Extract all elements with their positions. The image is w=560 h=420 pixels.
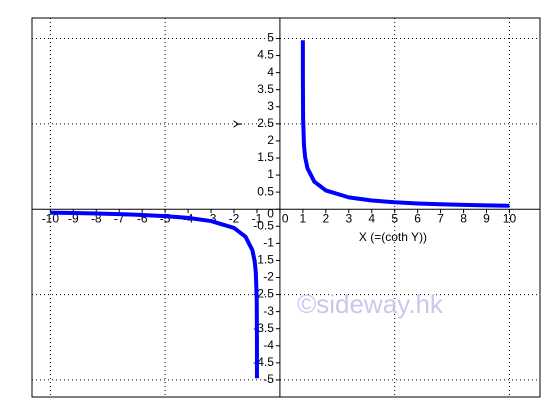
y-tick-label: 2.5 (257, 116, 274, 130)
y-tick-label: -0.5 (253, 218, 274, 232)
x-tick-label: 4 (368, 211, 375, 225)
x-tick-label: -7 (114, 211, 125, 225)
x-tick-label: 9 (483, 211, 490, 225)
x-tick-label: -6 (137, 211, 148, 225)
x-tick-label: 1 (300, 211, 307, 225)
y-tick-label: 1 (267, 167, 274, 181)
y-axis-label: Y (231, 120, 245, 128)
y-tick-label: -1.5 (253, 253, 274, 267)
y-tick-label: 3.5 (257, 82, 274, 96)
x-tick-label: 8 (460, 211, 467, 225)
x-tick-label: 6 (414, 211, 421, 225)
x-tick-label: -9 (68, 211, 79, 225)
x-tick-label: -8 (91, 211, 102, 225)
y-tick-label: -1 (263, 236, 274, 250)
x-tick-label: -3 (206, 211, 217, 225)
y-tick-label: 4 (267, 65, 274, 79)
x-tick-label: 10 (503, 211, 517, 225)
y-tick-label: 4.5 (257, 48, 274, 62)
x-axis-label: X (=(coth Y)) (359, 230, 427, 244)
y-tick-label: -3 (263, 304, 274, 318)
y-tick-label: 1.5 (257, 150, 274, 164)
y-tick-label: 5 (267, 31, 274, 45)
x-tick-label: 5 (391, 211, 398, 225)
plot-frame (31, 17, 541, 398)
y-tick-label: 0 (267, 206, 274, 220)
x-tick-label: 2 (322, 211, 329, 225)
y-tick-label: -5 (263, 372, 274, 386)
x-tick-label: 0 (282, 211, 289, 225)
y-tick-label: 3 (267, 99, 274, 113)
x-tick-label: -1 (252, 211, 263, 225)
y-tick-label: -4 (263, 338, 274, 352)
y-tick-label: 2 (267, 133, 274, 147)
data-line (50, 40, 510, 379)
y-tick-label: 0.5 (257, 184, 274, 198)
x-tick-label: -5 (160, 211, 171, 225)
x-tick-label: -10 (42, 211, 60, 225)
y-tick-label: -2 (263, 270, 274, 284)
x-tick-label: 3 (345, 211, 352, 225)
watermark: ©sideway.hk (297, 289, 444, 319)
x-tick-label: 7 (437, 211, 444, 225)
x-tick-label: -2 (229, 211, 240, 225)
